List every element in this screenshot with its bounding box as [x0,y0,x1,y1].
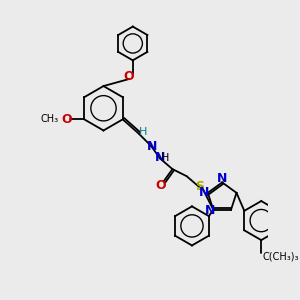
Text: N: N [217,172,227,185]
Text: O: O [156,178,166,192]
Text: N: N [199,186,209,199]
Text: S: S [196,180,205,193]
Text: N: N [205,204,215,217]
Text: O: O [61,113,72,126]
Text: C(CH₃)₃: C(CH₃)₃ [262,251,298,261]
Text: CH₃: CH₃ [40,114,58,124]
Text: O: O [123,70,134,83]
Text: H: H [139,127,147,137]
Text: H: H [161,152,170,163]
Text: N: N [147,140,157,152]
Text: N: N [155,151,165,164]
